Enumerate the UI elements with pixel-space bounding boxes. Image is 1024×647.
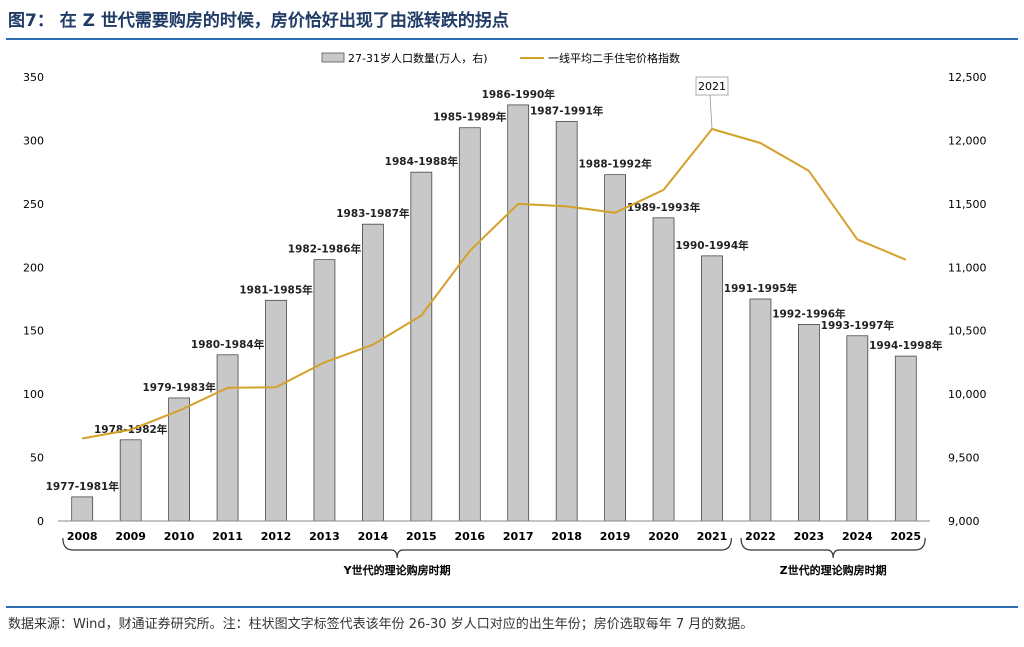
bar	[749, 298, 772, 522]
bar-data-label: 1988-1992年	[578, 158, 652, 171]
bar-data-label: 1977-1981年	[46, 480, 120, 493]
x-tick-label: 2010	[164, 530, 195, 543]
bar-label-group: 1977-1981年1978-1982年1979-1983年1980-1984年…	[46, 88, 943, 493]
right-tick-label: 11,500	[948, 198, 987, 211]
bar-data-label: 1991-1995年	[724, 282, 798, 295]
bar	[71, 496, 94, 522]
callout-leader	[709, 94, 713, 130]
right-tick-label: 10,500	[948, 325, 987, 338]
left-axis: 0 50 100 150 200 250 300 350	[23, 71, 44, 528]
bar-data-label: 1983-1987年	[336, 207, 410, 220]
price-index-line	[82, 128, 907, 440]
x-tick-label: 2025	[890, 530, 921, 543]
bottom-rule	[6, 606, 1018, 608]
bar-data-label: 1986-1990年	[482, 88, 556, 101]
bar	[458, 127, 481, 522]
right-axis: 9,000 9,500 10,000 10,500 11,000 11,500 12,000…	[948, 71, 987, 528]
left-tick-label: 50	[30, 452, 44, 465]
period-label: Z世代的理论购房时期	[780, 563, 887, 577]
bar-data-label: 1981-1985年	[239, 283, 313, 296]
legend-bar-label: 27-31岁人口数量(万人，右)	[348, 51, 488, 65]
left-tick-label: 300	[23, 134, 44, 147]
left-tick-label: 100	[23, 388, 44, 401]
x-tick-label: 2021	[697, 530, 728, 543]
x-tick-label: 2009	[115, 530, 146, 543]
callout-box	[695, 76, 729, 96]
x-tick-label: 2013	[309, 530, 340, 543]
bar-data-label: 1987-1991年	[530, 104, 604, 117]
bar	[652, 217, 675, 522]
chart-canvas: 27-31岁人口数量(万人，右) 一线平均二手住宅价格指数 0 50 100 150 2…	[23, 51, 987, 577]
bar	[798, 324, 820, 522]
bar	[168, 397, 190, 522]
bar	[701, 255, 723, 522]
callout-2021: 2021	[695, 76, 729, 130]
bar	[410, 171, 433, 522]
source-note: 数据来源：Wind，财通证券研究所。注：柱状图文字标签代表该年份 26-30 岁…	[8, 617, 754, 632]
bar	[119, 439, 142, 522]
right-tick-label: 12,500	[948, 71, 987, 84]
x-tick-label: 2024	[842, 530, 873, 543]
bar	[216, 354, 239, 522]
bar	[507, 104, 530, 522]
bar-data-label: 1993-1997年	[821, 319, 895, 332]
x-tick-label: 2019	[600, 530, 631, 543]
bar	[362, 223, 384, 522]
right-tick-label: 9,000	[948, 515, 980, 528]
bar-data-label: 1982-1986年	[288, 243, 362, 256]
bar	[555, 121, 578, 522]
bar-data-label: 1994-1998年	[869, 339, 943, 352]
legend-line-label: 一线平均二手住宅价格指数	[548, 51, 680, 65]
bar-data-label: 1985-1989年	[433, 111, 507, 124]
x-tick-label: 2014	[358, 530, 389, 543]
x-tick-label: 2017	[503, 530, 534, 543]
period-bracket	[740, 537, 926, 559]
bar-data-label: 1984-1988年	[385, 155, 459, 168]
left-tick-label: 250	[23, 198, 44, 211]
line-series	[82, 128, 907, 440]
figure-title: 图7： 在 Z 世代需要购房的时候，房价恰好出现了由涨转跌的拐点	[8, 11, 509, 31]
callout-label: 2021	[698, 80, 726, 93]
x-tick-label: 2022	[745, 530, 776, 543]
top-rule	[6, 38, 1018, 40]
bar	[265, 299, 287, 522]
bar	[604, 174, 626, 522]
legend-bar-swatch	[321, 52, 345, 63]
x-tick-label: 2015	[406, 530, 437, 543]
right-tick-label: 10,000	[948, 388, 987, 401]
x-tick-label: 2020	[648, 530, 679, 543]
x-tick-label: 2016	[454, 530, 485, 543]
bar-data-label: 1989-1993年	[627, 201, 701, 214]
bar	[313, 259, 336, 522]
left-tick-label: 200	[23, 261, 44, 274]
period-brackets: Y世代的理论购房时期 Z世代的理论购房时期	[62, 537, 926, 577]
x-tick-label: 2023	[794, 530, 825, 543]
left-tick-label: 150	[23, 325, 44, 338]
bar-data-label: 1990-1994年	[675, 239, 749, 252]
bar-data-label: 1979-1983年	[142, 381, 216, 394]
left-tick-label: 0	[37, 515, 44, 528]
bar	[894, 355, 917, 522]
period-label: Y世代的理论购房时期	[343, 563, 451, 577]
bar-data-label: 1992-1996年	[772, 307, 846, 320]
bar-data-label: 1980-1984年	[191, 338, 265, 351]
left-tick-label: 350	[23, 71, 44, 84]
x-tick-label: 2012	[261, 530, 292, 543]
x-axis: 2008 2009 2010 2011 2012 2013 2014 2015 2016 2017…	[58, 520, 930, 543]
right-tick-label: 11,000	[948, 261, 987, 274]
period-bracket	[62, 537, 732, 559]
x-tick-label: 2011	[212, 530, 243, 543]
right-tick-label: 12,000	[948, 134, 987, 147]
x-tick-label: 2008	[67, 530, 98, 543]
right-tick-label: 9,500	[948, 452, 980, 465]
legend: 27-31岁人口数量(万人，右) 一线平均二手住宅价格指数	[321, 51, 680, 65]
x-tick-label: 2018	[551, 530, 582, 543]
bar	[846, 335, 869, 522]
